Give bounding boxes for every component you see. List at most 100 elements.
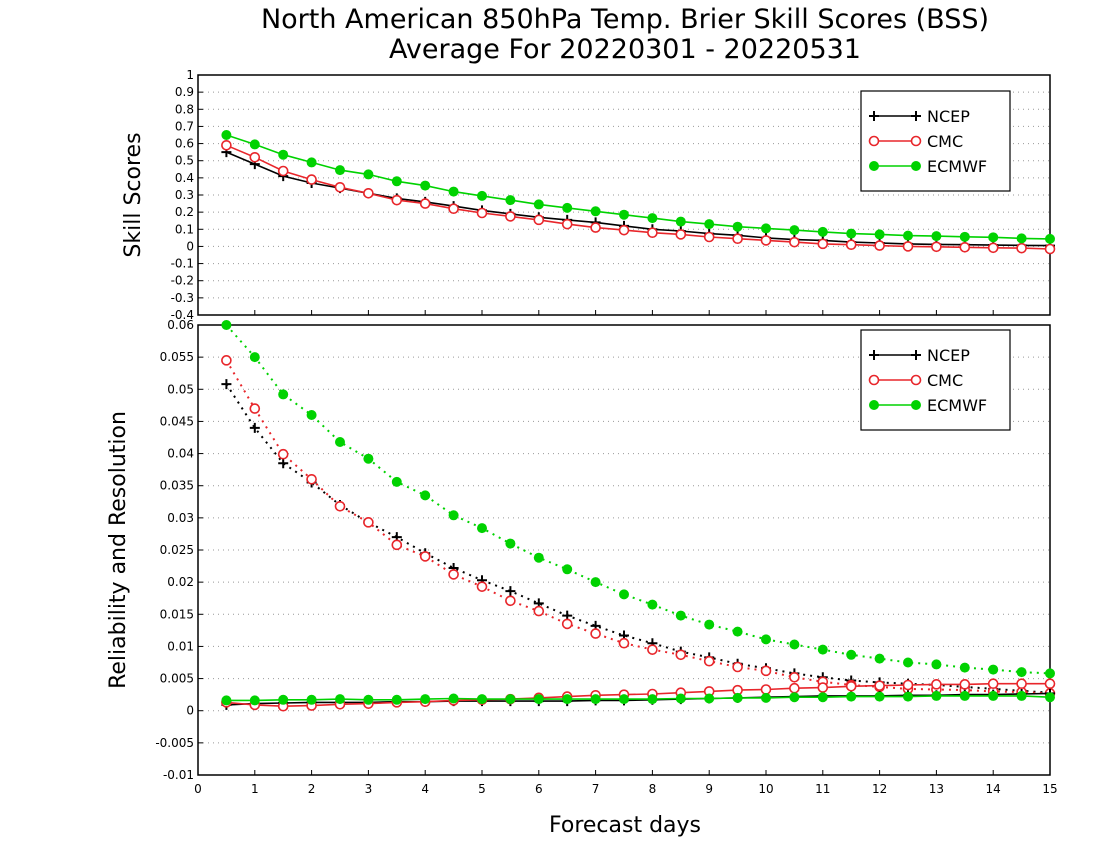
data-point-ecmwf xyxy=(931,690,942,701)
data-point-cmc xyxy=(647,227,658,239)
y-tick-label: 0.6 xyxy=(175,137,194,151)
data-point-cmc xyxy=(675,649,687,661)
data-point-ecmwf xyxy=(335,165,345,176)
data-point-ecmwf xyxy=(363,169,374,180)
data-point-cmc xyxy=(647,644,658,655)
legend-marker-ecmwf xyxy=(869,161,879,171)
data-point-ecmwf xyxy=(647,694,658,705)
chart-title-line2: Average For 20220301 - 20220531 xyxy=(389,34,861,65)
y-tick-label: 0.055 xyxy=(160,350,194,364)
data-point-cmc xyxy=(874,240,885,251)
data-point-cmc xyxy=(987,242,999,254)
legend-marker-ncep xyxy=(869,350,879,360)
data-point-ecmwf xyxy=(846,649,857,660)
series-group xyxy=(221,130,1056,255)
skill-scores-panel: -0.4 -0.3 -0.2 -0.1 0 0.1 0.2 0.3 0.4 0.5 0.6 0.7 0.… xyxy=(171,68,1056,322)
data-point-ncep xyxy=(278,458,289,469)
legend-label-ecmwf: ECMWF xyxy=(927,396,987,415)
data-point-ecmwf xyxy=(874,653,885,664)
data-point-ecmwf xyxy=(505,538,516,549)
x-tick-label: 14 xyxy=(986,782,1001,796)
data-point-cmc xyxy=(789,236,800,248)
data-point-ecmwf xyxy=(590,577,601,588)
data-point-ecmwf xyxy=(420,694,431,705)
y-tick-label: -0.1 xyxy=(171,257,194,271)
data-point-cmc xyxy=(505,211,516,222)
x-tick-label: 5 xyxy=(478,782,486,796)
data-point-ecmwf xyxy=(278,389,289,400)
x-tick-label: 13 xyxy=(929,782,944,796)
y-tick-label: 0.045 xyxy=(160,414,194,428)
data-point-ecmwf xyxy=(391,476,402,487)
data-point-cmc xyxy=(476,581,488,592)
data-point-ecmwf xyxy=(1045,233,1055,244)
data-point-cmc xyxy=(476,207,488,219)
x-tick-label: 7 xyxy=(592,782,600,796)
y-tick-label: 0 xyxy=(186,239,194,253)
data-point-ecmwf xyxy=(988,690,999,701)
data-point-ecmwf xyxy=(505,195,516,206)
y-tick-label: 0 xyxy=(186,704,194,718)
data-point-cmc xyxy=(533,214,545,226)
data-point-ecmwf xyxy=(704,619,715,630)
y-tick-label: 0.4 xyxy=(175,171,194,185)
data-point-ecmwf xyxy=(448,693,459,704)
data-point-ecmwf xyxy=(959,662,970,673)
data-point-ecmwf xyxy=(874,229,885,240)
data-point-cmc xyxy=(959,679,971,690)
data-point-ecmwf xyxy=(562,202,573,213)
data-point-ecmwf xyxy=(675,610,686,621)
data-point-cmc xyxy=(1016,678,1027,690)
data-point-cmc xyxy=(1044,678,1056,690)
chart-title-line1: North American 850hPa Temp. Brier Skill … xyxy=(261,4,989,35)
y-tick-label: 0.035 xyxy=(160,479,194,493)
data-point-cmc xyxy=(817,238,829,250)
series-group xyxy=(221,320,1056,712)
data-point-cmc xyxy=(845,680,857,692)
x-tick-label: 0 xyxy=(194,782,202,796)
y-tick-label: 0.3 xyxy=(175,188,194,202)
x-tick-label: 12 xyxy=(872,782,887,796)
data-point-ecmwf xyxy=(988,664,999,675)
y-tick-label: 0.005 xyxy=(160,672,194,686)
legend: NCEP CMC ECMWF xyxy=(860,329,1011,431)
y-tick-label: -0.005 xyxy=(155,736,194,750)
data-point-ecmwf xyxy=(533,199,544,210)
data-point-ecmwf xyxy=(278,694,289,705)
data-point-cmc xyxy=(1044,243,1056,255)
series-line-cmc-resolution xyxy=(225,359,1051,695)
data-point-cmc xyxy=(760,235,772,246)
legend-marker-ecmwf xyxy=(911,161,921,171)
data-point-ecmwf xyxy=(221,695,232,706)
data-point-cmc xyxy=(789,682,800,694)
data-point-ecmwf xyxy=(931,659,942,670)
x-tick-label: 9 xyxy=(705,782,713,796)
reliability-resolution-panel: -0.01 -0.005 0 0.005 0.01 0.015 0.02 0.025 0.03 0… xyxy=(155,318,1057,796)
data-point-ecmwf xyxy=(221,130,232,140)
plot-frame xyxy=(197,324,1051,776)
data-point-cmc xyxy=(221,139,232,151)
data-point-cmc xyxy=(448,203,459,215)
data-point-ecmwf xyxy=(846,228,857,239)
data-point-cmc xyxy=(760,665,772,677)
data-point-ecmwf xyxy=(249,139,260,150)
data-point-ecmwf xyxy=(306,410,317,420)
data-point-ecmwf xyxy=(789,225,800,236)
data-point-ecmwf xyxy=(590,694,601,705)
y-tick-label: 0.02 xyxy=(167,575,194,589)
data-point-ecmwf xyxy=(391,694,402,705)
y-tick-label: 0.1 xyxy=(175,222,194,236)
data-point-ecmwf xyxy=(1016,690,1027,701)
data-point-ecmwf xyxy=(619,589,629,600)
data-point-ecmwf xyxy=(789,639,800,650)
data-point-ecmwf xyxy=(1016,667,1027,678)
data-point-ecmwf xyxy=(477,190,487,201)
data-point-ecmwf xyxy=(761,223,771,234)
legend-label-ecmwf: ECMWF xyxy=(927,157,987,176)
data-point-ecmwf xyxy=(874,691,885,702)
data-point-ecmwf xyxy=(249,695,260,706)
bottom-y-axis-label: Reliability and Resolution xyxy=(106,411,131,689)
y-tick-label: 0.06 xyxy=(167,318,194,332)
data-point-cmc xyxy=(221,355,232,366)
data-point-ecmwf xyxy=(704,693,715,704)
